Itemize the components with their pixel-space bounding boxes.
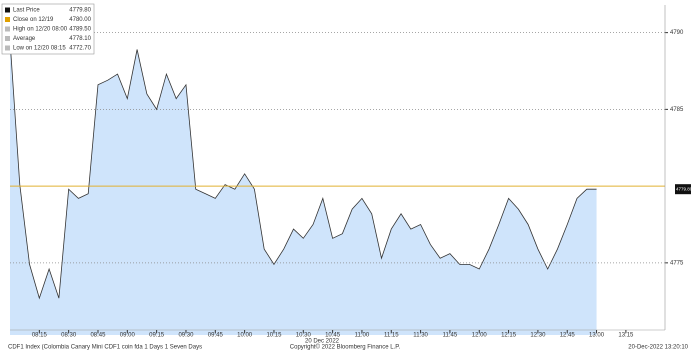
x-tick-label: 12:30 [530, 333, 546, 339]
legend-box [1, 3, 95, 55]
legend-label: Low on 12/20 08:15 [13, 46, 66, 52]
x-tick-label: 10:45 [325, 333, 341, 339]
x-tick-label: 11:00 [355, 333, 370, 339]
legend-value: 4789.50 [69, 27, 91, 33]
area-fill [10, 40, 597, 335]
legend-value: 4779.80 [69, 8, 91, 14]
legend-value: 4778.10 [69, 36, 91, 42]
x-tick-label: 09:00 [120, 333, 136, 339]
x-tick-label: 09:30 [178, 333, 194, 339]
x-tick-label: 10:15 [266, 333, 282, 339]
x-tick-label: 10:00 [237, 333, 253, 339]
last-tag-box [675, 184, 691, 195]
legend-label: Close on 12/19 [13, 17, 54, 23]
x-tick-label: 13:00 [589, 333, 605, 339]
legend-swatch [5, 17, 10, 22]
date-label: 20 Dec 2022 [305, 339, 340, 345]
x-tick-label: 09:15 [149, 333, 165, 339]
x-tick-label: 11:30 [413, 333, 428, 339]
x-tick-label: 09:45 [208, 333, 224, 339]
legend-value: 4772.70 [69, 46, 91, 52]
x-tick-label: 11:45 [443, 333, 458, 339]
x-tick-label: 08:30 [61, 333, 77, 339]
y-tick-label: 4785 [670, 107, 684, 113]
x-tick-label: 11:15 [384, 333, 399, 339]
legend-swatch [5, 7, 10, 13]
x-tick-label: 12:00 [472, 333, 488, 339]
x-tick-label: 12:45 [560, 333, 576, 339]
x-tick-label: 12:15 [501, 333, 517, 339]
footer-right: 20-Dec-2022 13:20:10 [628, 345, 688, 351]
legend-label: Average [13, 36, 36, 42]
x-tick-label: 13:15 [618, 333, 634, 339]
legend-swatch [5, 26, 10, 32]
legend-swatch [5, 36, 10, 41]
legend-label: Last Price [13, 8, 40, 14]
legend-value: 4780.00 [69, 17, 91, 23]
y-tick-label: 4790 [670, 30, 684, 36]
legend-swatch [5, 45, 10, 51]
x-tick-label: 08:45 [90, 333, 106, 339]
x-tick-label: 08:15 [32, 333, 48, 339]
y-tick-label: 4775 [670, 260, 684, 266]
footer-left: CDF1 Index (Colombia Canary Mini CDF1 co… [8, 345, 202, 351]
last-tag-label: 4779.80 [676, 186, 691, 191]
legend-label: High on 12/20 08:00 [13, 27, 68, 33]
price-line [9, 40, 597, 300]
footer-center: Copyright© 2022 Bloomberg Finance L.P. [290, 344, 401, 351]
x-tick-label: 10:30 [296, 333, 312, 339]
